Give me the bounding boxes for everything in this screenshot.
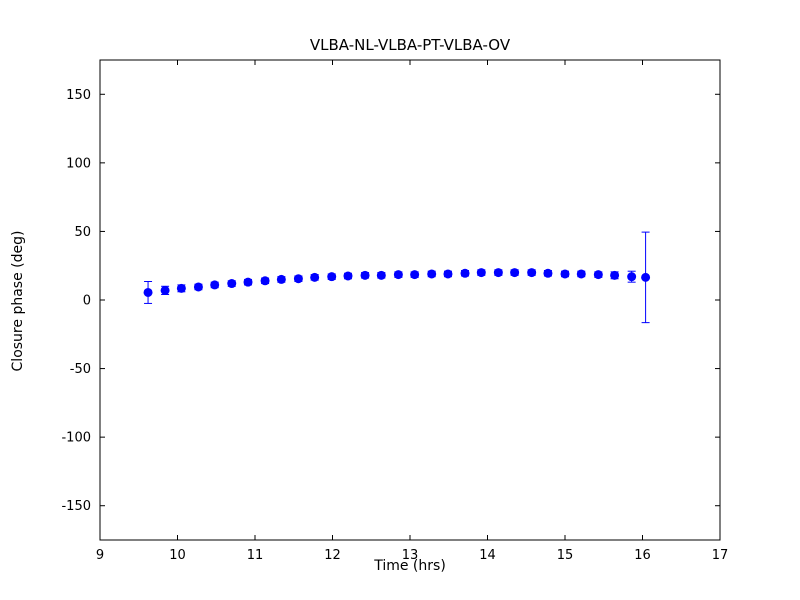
data-point — [293, 274, 303, 284]
x-tick-label: 11 — [247, 548, 264, 563]
data-point — [193, 282, 203, 292]
data-point — [627, 272, 637, 282]
data-point — [143, 287, 153, 297]
x-tick-label: 14 — [479, 548, 496, 563]
data-point — [310, 272, 320, 282]
data-point — [593, 270, 603, 280]
data-point — [176, 283, 186, 293]
data-point — [243, 277, 253, 287]
data-point — [276, 274, 286, 284]
axes-frame — [99, 59, 721, 541]
data-point — [260, 276, 270, 286]
y-tick-label: -50 — [70, 362, 91, 377]
data-point — [227, 279, 237, 289]
data-point — [376, 270, 386, 280]
chart-title: VLBA-NL-VLBA-PT-VLBA-OV — [309, 36, 511, 54]
data-point — [493, 268, 503, 278]
data-point — [510, 268, 520, 278]
y-tick-label: -100 — [61, 431, 91, 446]
data-point — [460, 268, 470, 278]
data-point — [443, 269, 453, 279]
data-point — [560, 269, 570, 279]
x-tick-label: 9 — [96, 548, 104, 563]
x-tick-label: 16 — [634, 548, 651, 563]
data-point — [427, 269, 437, 279]
y-tick-label: 100 — [66, 156, 91, 171]
x-tick-label: 17 — [712, 548, 729, 563]
data-point — [410, 270, 420, 280]
x-tick-label: 12 — [324, 548, 341, 563]
y-tick-label: 0 — [83, 294, 91, 309]
data-point — [393, 270, 403, 280]
x-axis-label: Time (hrs) — [374, 558, 446, 574]
data-point — [327, 272, 337, 282]
x-tick-label: 15 — [557, 548, 574, 563]
y-axis-label: Closure phase (deg) — [10, 230, 26, 372]
data-point — [343, 271, 353, 281]
data-point — [543, 268, 553, 278]
data-point — [210, 280, 220, 290]
y-tick-label: 50 — [74, 225, 91, 240]
x-tick-label: 13 — [402, 548, 419, 563]
data-point — [527, 268, 537, 278]
y-tick-label: -150 — [61, 499, 91, 514]
x-tick-label: 10 — [169, 548, 186, 563]
data-point — [641, 272, 651, 282]
data-point — [476, 268, 486, 278]
y-tick-label: 150 — [66, 88, 91, 103]
data-point — [160, 285, 170, 295]
data-point — [360, 270, 370, 280]
data-point — [576, 269, 586, 279]
data-point — [610, 270, 620, 280]
